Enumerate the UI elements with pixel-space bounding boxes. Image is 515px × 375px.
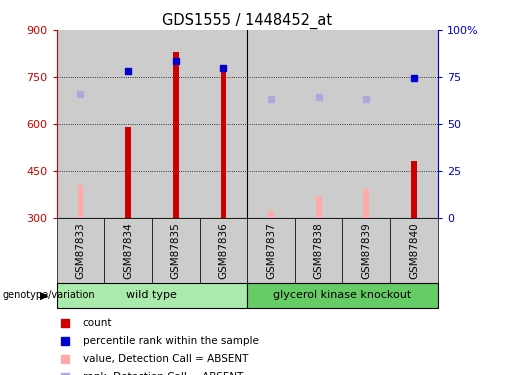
Text: count: count bbox=[82, 318, 112, 328]
Bar bbox=[200, 30, 247, 217]
Bar bbox=[390, 217, 438, 283]
Bar bbox=[247, 283, 438, 308]
Bar bbox=[125, 127, 131, 218]
Text: GSM87833: GSM87833 bbox=[76, 222, 85, 279]
Bar bbox=[390, 30, 438, 217]
Bar bbox=[104, 217, 152, 283]
Text: GSM87840: GSM87840 bbox=[409, 222, 419, 279]
Bar bbox=[220, 69, 226, 218]
Bar bbox=[57, 30, 104, 217]
Text: GSM87836: GSM87836 bbox=[218, 222, 228, 279]
Text: glycerol kinase knockout: glycerol kinase knockout bbox=[273, 290, 411, 300]
Bar bbox=[316, 196, 321, 217]
Text: GSM87838: GSM87838 bbox=[314, 222, 323, 279]
Title: GDS1555 / 1448452_at: GDS1555 / 1448452_at bbox=[162, 12, 332, 28]
Bar bbox=[247, 30, 295, 217]
Text: GSM87837: GSM87837 bbox=[266, 222, 276, 279]
Bar bbox=[57, 283, 247, 308]
Bar bbox=[342, 217, 390, 283]
Bar bbox=[152, 30, 200, 217]
Text: value, Detection Call = ABSENT: value, Detection Call = ABSENT bbox=[82, 354, 248, 364]
Text: GSM87834: GSM87834 bbox=[123, 222, 133, 279]
Bar bbox=[342, 30, 390, 217]
Bar bbox=[200, 217, 247, 283]
Bar bbox=[152, 217, 200, 283]
Bar bbox=[295, 217, 342, 283]
Bar bbox=[78, 185, 83, 218]
Bar bbox=[364, 189, 369, 217]
Text: ▶: ▶ bbox=[40, 290, 49, 300]
Bar bbox=[247, 217, 295, 283]
Bar bbox=[57, 217, 104, 283]
Text: GSM87839: GSM87839 bbox=[362, 222, 371, 279]
Text: genotype/variation: genotype/variation bbox=[3, 290, 95, 300]
Bar bbox=[104, 30, 152, 217]
Text: wild type: wild type bbox=[127, 290, 177, 300]
Bar bbox=[268, 211, 274, 217]
Text: percentile rank within the sample: percentile rank within the sample bbox=[82, 336, 259, 346]
Text: GSM87835: GSM87835 bbox=[171, 222, 181, 279]
Text: rank, Detection Call = ABSENT: rank, Detection Call = ABSENT bbox=[82, 372, 243, 375]
Bar bbox=[173, 52, 179, 217]
Bar bbox=[411, 161, 417, 218]
Bar bbox=[295, 30, 342, 217]
